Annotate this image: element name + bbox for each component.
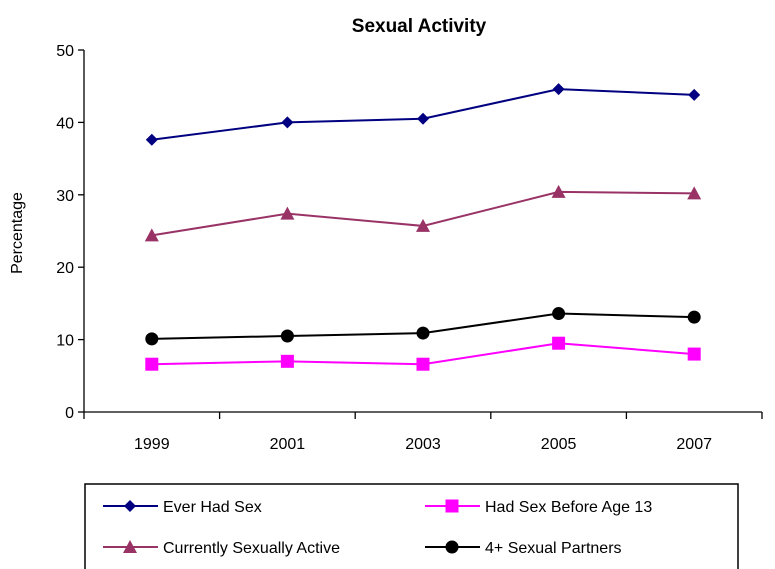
chart-title: Sexual Activity: [352, 16, 487, 37]
y-tick-label: 50: [56, 43, 74, 60]
legend-box: [84, 483, 739, 569]
legend-label: Had Sex Before Age 13: [485, 499, 652, 516]
data-point: [144, 228, 159, 242]
legend-marker: [124, 500, 136, 512]
data-point: [687, 186, 702, 200]
legend-label: 4+ Sexual Partners: [485, 540, 622, 557]
legend-marker: [445, 540, 459, 554]
legend-label: Currently Sexually Active: [163, 540, 340, 557]
data-point: [280, 206, 295, 220]
legend-item: Had Sex Before Age 13: [425, 499, 652, 516]
tick-labels: 0 10 20 30 40 50 1999 2001 2003 2005 2007: [56, 43, 712, 453]
data-point: [416, 218, 430, 232]
data-point: [280, 354, 294, 368]
x-tick-label: 2003: [405, 436, 441, 453]
data-point: [687, 347, 701, 361]
x-tick-label: 2005: [541, 436, 577, 453]
data-point: [552, 336, 566, 350]
data-point: [552, 83, 565, 96]
series-4-sexual-partners: [145, 307, 701, 346]
data-point: [281, 116, 294, 129]
series-group: [144, 83, 702, 371]
legend-item: Currently Sexually Active: [103, 540, 340, 557]
data-point: [552, 307, 566, 321]
y-tick-label: 40: [56, 115, 74, 132]
legend-item: 4+ Sexual Partners: [425, 540, 622, 557]
y-axis-label: Percentage: [9, 192, 26, 274]
legend-label: Ever Had Sex: [163, 499, 262, 516]
legend-marker: [445, 499, 459, 513]
data-point: [145, 357, 159, 371]
series-had-sex-before-age-13: [145, 336, 701, 371]
data-point: [416, 357, 430, 371]
y-tick-label: 30: [56, 188, 74, 205]
data-point: [687, 310, 701, 324]
data-point: [551, 184, 566, 198]
x-tick-label: 1999: [134, 436, 170, 453]
data-point: [416, 326, 430, 340]
data-point: [145, 133, 158, 146]
series-ever-had-sex: [145, 83, 701, 146]
y-tick-label: 20: [56, 260, 74, 277]
y-tick-label: 0: [65, 405, 74, 422]
x-tick-label: 2001: [270, 436, 306, 453]
legend: Ever Had Sex Had Sex Before Age 13 Current…: [84, 483, 739, 569]
data-point: [145, 332, 159, 346]
legend-marker: [123, 540, 137, 553]
y-tick-label: 10: [56, 333, 74, 350]
data-point: [280, 329, 294, 343]
data-point: [688, 88, 701, 101]
legend-item: Ever Had Sex: [103, 499, 262, 516]
series-currently-sexually-active: [144, 184, 702, 242]
data-point: [417, 112, 429, 125]
axes: [78, 49, 763, 419]
x-tick-label: 2007: [676, 436, 712, 453]
